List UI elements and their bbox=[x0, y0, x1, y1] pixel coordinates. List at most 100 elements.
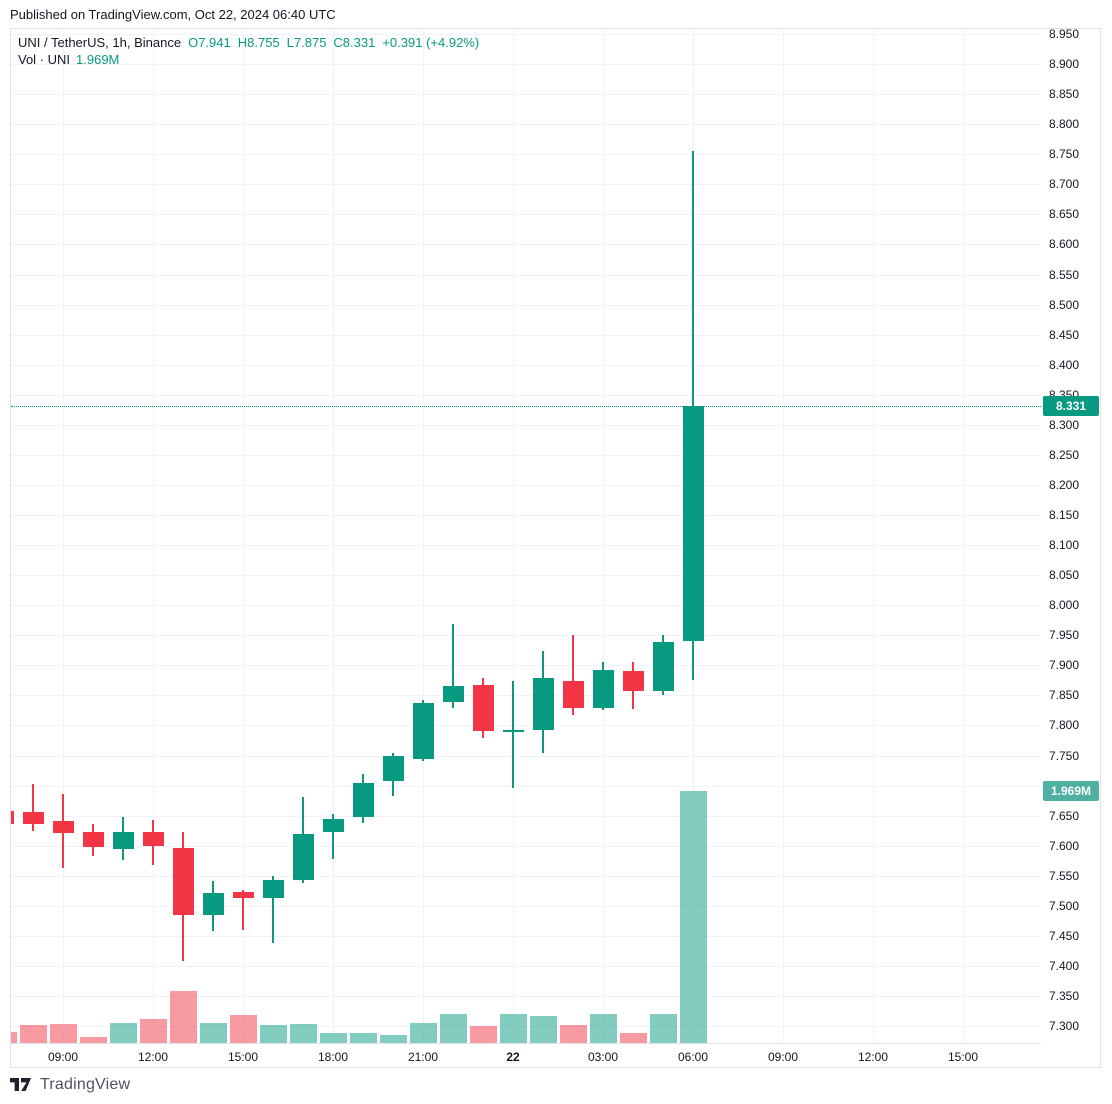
price-tick-label: 8.300 bbox=[1049, 417, 1080, 432]
volume-bar bbox=[289, 1023, 317, 1043]
volume-bar bbox=[259, 1025, 287, 1043]
volume-bar bbox=[11, 1031, 17, 1043]
time-axis-label: 12:00 bbox=[137, 1050, 169, 1064]
volume-bar bbox=[649, 1013, 677, 1043]
candle-body bbox=[11, 810, 14, 824]
volume-bar bbox=[379, 1035, 407, 1043]
last-price-line bbox=[11, 406, 1041, 408]
candle-body bbox=[173, 848, 194, 916]
volume-bar bbox=[199, 1022, 227, 1043]
chart-pane[interactable]: UNI / TetherUS, 1h, Binance O7.941 H8.755 L… bbox=[11, 29, 1041, 1043]
candle-body bbox=[653, 641, 674, 692]
price-gridline bbox=[11, 244, 1041, 246]
price-gridline bbox=[11, 755, 1041, 757]
price-axis[interactable]: 8.331 1.969M 8.950 8.900 8.850 8.800 8.750 8.… bbox=[1041, 27, 1101, 1043]
volume-bar bbox=[229, 1014, 257, 1043]
candle-body bbox=[593, 670, 614, 708]
price-gridline bbox=[11, 154, 1041, 156]
price-gridline bbox=[11, 364, 1041, 366]
volume-bar bbox=[499, 1013, 527, 1043]
price-tick-label: 7.450 bbox=[1049, 928, 1080, 943]
time-gridline bbox=[513, 29, 514, 1043]
candle-body bbox=[203, 893, 224, 916]
tradingview-watermark[interactable]: TradingView bbox=[10, 1076, 130, 1094]
price-tick-label: 8.550 bbox=[1049, 267, 1080, 282]
price-gridline bbox=[11, 695, 1041, 697]
candle-wick bbox=[242, 890, 244, 930]
price-tick-label: 8.950 bbox=[1049, 27, 1080, 41]
price-tick-label: 8.500 bbox=[1049, 297, 1080, 312]
price-gridline bbox=[11, 304, 1041, 306]
candle-body bbox=[323, 819, 344, 833]
price-gridline bbox=[11, 394, 1041, 396]
time-axis-label: 03:00 bbox=[587, 1050, 619, 1064]
candle-body bbox=[53, 821, 74, 833]
volume-bar bbox=[679, 791, 707, 1043]
time-axis-label: 09:00 bbox=[47, 1050, 79, 1064]
chart-widget: UNI / TetherUS, 1h, Binance O7.941 H8.755 L… bbox=[10, 27, 1101, 1068]
price-tick-label: 8.650 bbox=[1049, 207, 1080, 222]
candle-body bbox=[383, 756, 404, 782]
price-gridline bbox=[11, 875, 1041, 877]
candle-body bbox=[563, 680, 584, 708]
price-tick-label: 7.650 bbox=[1049, 808, 1080, 823]
price-gridline bbox=[11, 575, 1041, 577]
tradingview-logo-icon bbox=[10, 1078, 31, 1091]
time-axis-label: 15:00 bbox=[947, 1050, 979, 1064]
price-tick-label: 8.900 bbox=[1049, 57, 1080, 72]
time-gridline bbox=[603, 29, 604, 1043]
candle-body bbox=[83, 832, 104, 847]
candle-body bbox=[683, 406, 704, 641]
volume-bar bbox=[319, 1032, 347, 1043]
time-gridline bbox=[963, 29, 964, 1043]
price-gridline bbox=[11, 214, 1041, 216]
price-gridline bbox=[11, 184, 1041, 186]
time-gridline bbox=[243, 29, 244, 1043]
candle-body bbox=[233, 891, 254, 899]
time-gridline bbox=[63, 29, 64, 1043]
price-gridline bbox=[11, 334, 1041, 336]
price-gridline bbox=[11, 34, 1041, 35]
volume-bar bbox=[19, 1025, 47, 1043]
price-tick-label: 8.700 bbox=[1049, 177, 1080, 192]
price-tick-label: 8.000 bbox=[1049, 598, 1080, 613]
price-gridline bbox=[11, 725, 1041, 727]
candle-wick bbox=[452, 623, 454, 708]
candle-wick bbox=[332, 814, 334, 860]
legend-line-ohlc: UNI / TetherUS, 1h, Binance O7.941 H8.755 L… bbox=[18, 34, 479, 51]
price-tick-label: 8.200 bbox=[1049, 477, 1080, 492]
candle-body bbox=[143, 831, 164, 846]
candle-body bbox=[623, 671, 644, 692]
price-tick-label: 7.600 bbox=[1049, 838, 1080, 853]
volume-bar bbox=[349, 1032, 377, 1043]
price-gridline bbox=[11, 635, 1041, 637]
volume-bar bbox=[439, 1013, 467, 1043]
price-tick-label: 8.800 bbox=[1049, 117, 1080, 132]
ohlc-high: H8.755 bbox=[237, 35, 280, 50]
candle-wick bbox=[272, 876, 274, 943]
volume-row-label: Vol · UNI bbox=[18, 52, 71, 67]
candle-body bbox=[113, 831, 134, 850]
price-gridline bbox=[11, 64, 1041, 66]
time-gridline bbox=[153, 29, 154, 1043]
price-tick-label: 8.250 bbox=[1049, 447, 1080, 462]
last-price-badge: 8.331 bbox=[1043, 396, 1099, 417]
price-tick-label: 7.500 bbox=[1049, 898, 1080, 913]
price-gridline bbox=[11, 935, 1041, 937]
volume-bar bbox=[169, 990, 197, 1043]
time-axis[interactable]: 09:00 12:00 15:00 18:00 21:00 22 03:00 06:00 09:… bbox=[11, 1043, 1041, 1068]
price-tick-label: 7.300 bbox=[1049, 1019, 1080, 1033]
price-gridline bbox=[11, 845, 1041, 847]
candle-body bbox=[23, 812, 44, 824]
price-tick-label: 8.450 bbox=[1049, 327, 1080, 342]
volume-row-value: 1.969M bbox=[76, 52, 120, 67]
candle-body bbox=[443, 685, 464, 702]
price-gridline bbox=[11, 605, 1041, 607]
time-axis-label: 18:00 bbox=[317, 1050, 349, 1064]
price-tick-label: 8.400 bbox=[1049, 357, 1080, 372]
time-axis-label: 21:00 bbox=[407, 1050, 439, 1064]
price-gridline bbox=[11, 484, 1041, 486]
volume-bar bbox=[139, 1018, 167, 1043]
volume-bar bbox=[469, 1026, 497, 1043]
time-axis-label: 09:00 bbox=[767, 1050, 799, 1064]
